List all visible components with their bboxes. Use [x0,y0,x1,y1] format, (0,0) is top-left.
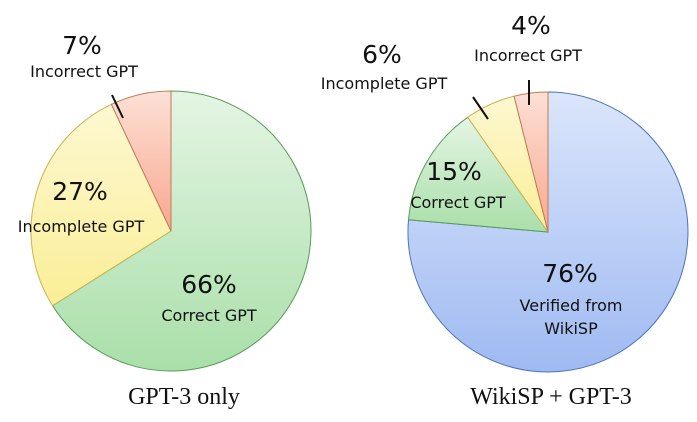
pct-incorrect: 4% [511,11,551,40]
pct-verified: 76% [542,259,598,288]
caption-wikisp-gpt3: WikiSP + GPT-3 [470,384,632,410]
pct-incomplete: 27% [52,177,108,206]
pct-incorrect: 7% [62,31,102,60]
label-correct: Correct GPT [161,306,257,325]
label-incomplete: Incomplete GPT [18,217,145,236]
leader-line-incorrect [111,94,124,119]
pie-gpt3-only: 7% Incorrect GPT 27% Incomplete GPT 66% … [18,31,312,410]
pct-correct: 15% [426,157,482,186]
pct-incomplete: 6% [362,40,402,69]
label-verified-line1: Verified from [520,296,623,315]
slice-correct-gpt [407,116,550,233]
slice-incomplete-gpt [30,103,172,307]
pie-wikisp-gpt3: 4% Incorrect GPT 6% Incomplete GPT 15% C… [321,11,689,410]
label-incorrect: Incorrect GPT [30,62,138,81]
label-correct: Correct GPT [410,193,506,212]
leader-line-incomplete [472,96,489,120]
caption-gpt3-only: GPT-3 only [128,384,240,410]
label-incomplete: Incomplete GPT [321,74,448,93]
slice-incorrect-gpt [110,90,172,232]
slice-incorrect-gpt [513,91,549,233]
label-incorrect: Incorrect GPT [474,46,582,65]
pct-correct: 66% [181,270,237,299]
slice-correct-gpt [51,90,312,372]
label-verified-line2: WikiSP [544,319,598,338]
